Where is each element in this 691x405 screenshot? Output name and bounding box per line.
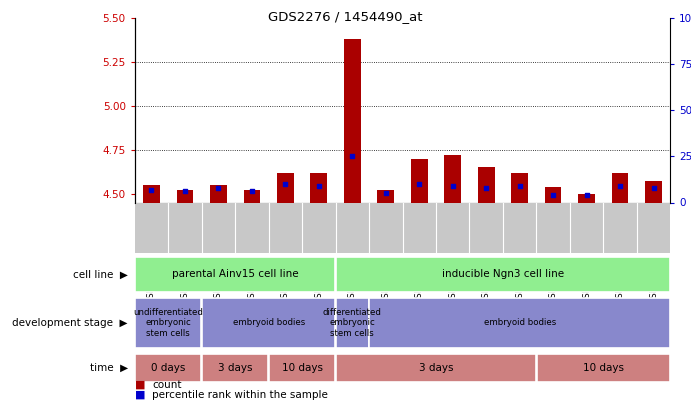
Bar [477, 167, 495, 202]
Point [313, 183, 324, 189]
Point [213, 185, 224, 191]
Point [414, 181, 425, 188]
Text: ■: ■ [135, 379, 149, 390]
Text: embryoid bodies: embryoid bodies [484, 318, 556, 328]
Bar [336, 354, 536, 382]
Point [247, 188, 258, 195]
Bar [511, 173, 528, 202]
Text: count: count [152, 379, 182, 390]
Bar [135, 257, 335, 292]
Bar [336, 298, 368, 348]
Bar [645, 181, 662, 202]
Point [514, 183, 525, 189]
Point [481, 185, 492, 191]
Bar [243, 190, 261, 202]
Point [180, 188, 191, 195]
Bar [545, 187, 562, 202]
Point [648, 185, 659, 191]
Bar [269, 354, 335, 382]
Text: inducible Ngn3 cell line: inducible Ngn3 cell line [442, 269, 564, 279]
Text: 3 days: 3 days [419, 362, 453, 373]
Text: development stage  ▶: development stage ▶ [12, 318, 128, 328]
Bar [344, 39, 361, 202]
Text: parental Ainv15 cell line: parental Ainv15 cell line [172, 269, 299, 279]
Text: time  ▶: time ▶ [90, 363, 128, 373]
Point [380, 190, 391, 196]
Bar [143, 185, 160, 202]
Point [614, 183, 625, 189]
Text: ■: ■ [135, 390, 149, 400]
Text: undifferentiated
embryonic
stem cells: undifferentiated embryonic stem cells [133, 308, 203, 338]
Text: embryoid bodies: embryoid bodies [232, 318, 305, 328]
Text: percentile rank within the sample: percentile rank within the sample [152, 390, 328, 400]
Bar [444, 155, 461, 202]
Text: 3 days: 3 days [218, 362, 252, 373]
Bar [578, 194, 595, 202]
Bar [310, 173, 328, 202]
Bar [135, 298, 201, 348]
Text: GDS2276 / 1454490_at: GDS2276 / 1454490_at [268, 10, 423, 23]
Point [547, 192, 558, 198]
Point [447, 183, 458, 189]
Point [581, 192, 592, 198]
Bar [537, 354, 670, 382]
Point [347, 153, 358, 160]
Bar [202, 298, 335, 348]
Bar [377, 190, 394, 202]
Bar [135, 354, 201, 382]
Text: cell line  ▶: cell line ▶ [73, 270, 128, 279]
Bar [277, 173, 294, 202]
Bar [177, 190, 193, 202]
Text: 10 days: 10 days [282, 362, 323, 373]
Bar [202, 354, 268, 382]
Bar [370, 298, 670, 348]
Bar [612, 173, 628, 202]
Bar [336, 257, 670, 292]
Point [280, 181, 291, 188]
Bar [411, 159, 428, 202]
Point [146, 186, 157, 193]
Bar [210, 185, 227, 202]
Text: differentiated
embryonic
stem cells: differentiated embryonic stem cells [323, 308, 381, 338]
Text: 10 days: 10 days [583, 362, 624, 373]
Text: 0 days: 0 days [151, 362, 185, 373]
